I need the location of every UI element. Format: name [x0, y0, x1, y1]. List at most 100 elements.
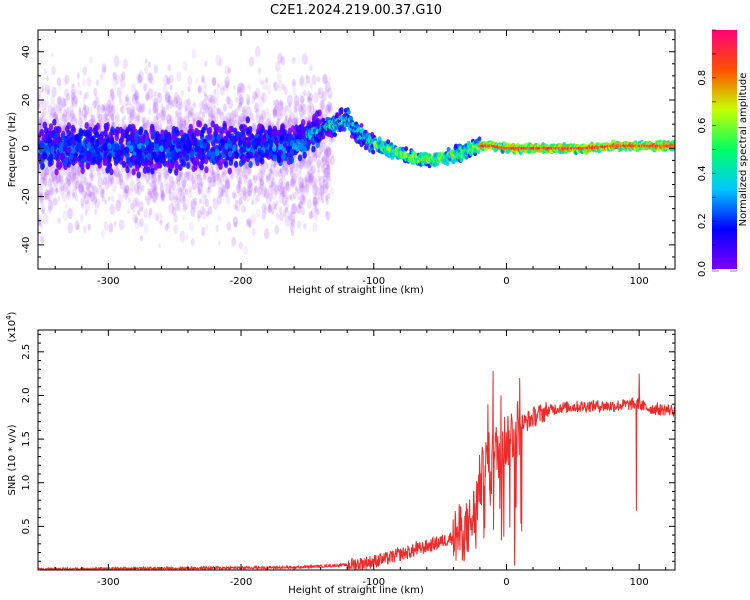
noise-cell	[176, 196, 181, 205]
band-cell	[227, 150, 233, 158]
noise-cell	[235, 199, 239, 205]
noise-cell	[316, 208, 320, 216]
noise-cell	[263, 205, 268, 214]
signal-cell	[333, 132, 337, 138]
noise-cell	[312, 196, 317, 206]
band-cell	[312, 113, 317, 121]
noise-cell	[276, 200, 279, 206]
noise-cell	[109, 179, 113, 185]
noise-cell	[267, 204, 273, 214]
noise-cell	[318, 145, 323, 155]
noise-cell	[303, 160, 309, 171]
noise-cell	[62, 98, 67, 108]
noise-cell	[231, 119, 236, 127]
noise-cell	[176, 71, 182, 82]
noise-cell	[40, 124, 43, 130]
noise-cell	[304, 177, 307, 183]
noise-cell	[243, 165, 247, 173]
noise-cell	[64, 203, 68, 209]
noise-cell	[48, 205, 52, 214]
noise-cell	[86, 76, 92, 87]
noise-cell	[304, 184, 310, 193]
noise-cell	[316, 76, 321, 83]
noise-cell	[293, 95, 300, 107]
noise-cell	[314, 153, 318, 159]
noise-cell	[244, 173, 248, 181]
noise-cell	[225, 195, 231, 205]
noise-cell	[327, 166, 331, 172]
noise-cell	[280, 186, 285, 195]
noise-cell	[280, 113, 284, 119]
noise-cell	[307, 169, 313, 179]
noise-cell	[253, 103, 259, 113]
noise-cell	[110, 91, 116, 102]
band-cell	[295, 138, 300, 146]
noise-cell	[228, 99, 233, 109]
noise-cell	[185, 234, 189, 241]
noise-cell	[153, 97, 159, 108]
noise-cell	[107, 103, 113, 114]
signal-cell	[477, 136, 482, 142]
noise-cell	[94, 208, 98, 215]
noise-cell	[66, 185, 71, 195]
band-cell	[134, 136, 139, 144]
noise-cell	[238, 176, 243, 185]
noise-cell	[74, 220, 80, 231]
noise-cell	[247, 188, 251, 196]
noise-cell	[189, 115, 196, 127]
noise-cell	[309, 172, 315, 183]
noise-cell	[176, 179, 181, 187]
noise-cell	[184, 171, 190, 183]
noise-cell	[200, 74, 206, 84]
noise-cell	[248, 178, 253, 188]
noise-cell	[160, 103, 164, 109]
noise-cell	[280, 174, 284, 180]
noise-cell	[44, 167, 49, 176]
band-cell	[297, 125, 302, 133]
band-cell	[274, 138, 279, 146]
noise-cell	[323, 144, 328, 155]
noise-cell	[74, 100, 79, 108]
noise-cell	[114, 166, 121, 179]
noise-cell	[322, 179, 328, 190]
band-cell	[42, 121, 47, 129]
noise-cell	[321, 164, 326, 174]
noise-cell	[321, 91, 327, 102]
noise-cell	[302, 195, 306, 202]
noise-cell	[134, 218, 140, 230]
noise-cell	[190, 107, 195, 116]
noise-cell	[78, 107, 82, 113]
noise-cell	[182, 195, 186, 201]
noise-cell	[152, 197, 155, 203]
spectrogram-cells	[38, 45, 675, 255]
noise-cell	[157, 91, 161, 98]
noise-cell	[267, 205, 272, 213]
noise-cell	[239, 96, 244, 106]
noise-cell	[291, 78, 296, 87]
band-cell	[68, 136, 74, 144]
noise-cell	[255, 113, 261, 124]
noise-cell	[135, 92, 138, 99]
band-cell	[197, 150, 202, 158]
noise-cell	[119, 73, 124, 83]
band-cell	[281, 153, 286, 161]
noise-cell	[160, 191, 166, 201]
noise-cell	[313, 177, 318, 187]
noise-cell	[149, 181, 152, 187]
noise-cell	[321, 141, 326, 150]
noise-cell	[153, 64, 159, 74]
noise-cell	[294, 100, 300, 112]
noise-cell	[257, 185, 263, 197]
noise-cell	[173, 193, 179, 203]
noise-cell	[223, 85, 226, 91]
noise-cell	[159, 219, 163, 226]
noise-cell	[58, 173, 63, 183]
noise-cell	[71, 176, 76, 185]
band-cell	[299, 142, 304, 150]
noise-cell	[156, 112, 161, 120]
noise-cell	[207, 205, 213, 215]
noise-cell	[48, 172, 54, 184]
noise-cell	[223, 175, 227, 183]
band-cell	[165, 160, 170, 168]
noise-cell	[239, 117, 243, 123]
